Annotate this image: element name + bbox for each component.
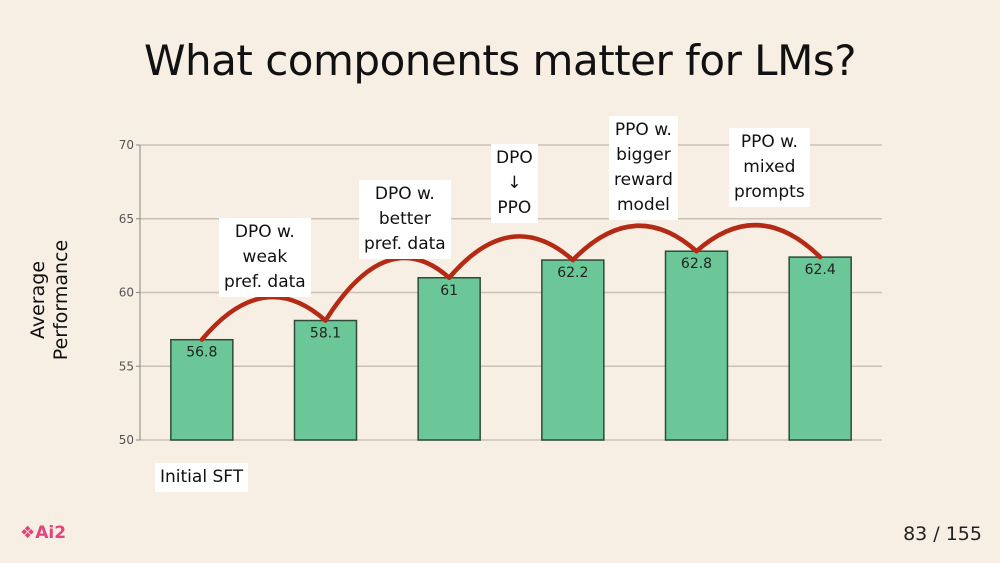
y-axis-label: Average Performance [27,220,73,380]
transition-arrow [694,222,823,260]
callout-dpo-better: DPO w. better pref. data [359,180,451,259]
callout-line: DPO w. [374,184,435,204]
callout-line: bigger [616,145,671,165]
callout-dpo-weak: DPO w. weak pref. data [219,218,311,297]
bar-value-label: 56.8 [186,345,217,361]
callout-line: better [378,209,431,229]
transition-arrow [323,255,452,323]
callout-ppo-bigger-rm: PPO w. bigger reward model [609,116,678,220]
bar [170,338,234,441]
callout-line: ↓ [507,173,522,193]
y-tick-label: 60 [119,286,134,300]
y-tick-label: 55 [119,359,134,373]
y-axis-label-line-2: Performance [50,239,72,361]
bar-value-label: 58.1 [310,326,341,342]
callout-line: reward [614,170,673,190]
callout-line: DPO w. [234,222,295,242]
y-tick-label: 70 [119,138,134,152]
bar-value-label: 62.4 [805,262,836,278]
bar [788,256,852,441]
callout-line: PPO w. [614,120,672,140]
bar [417,277,481,441]
bar [541,259,605,441]
callout-line: pref. data [364,234,446,254]
callout-ppo-mixed-prompts: PPO w. mixed prompts [729,128,810,207]
callout-line: prompts [734,182,805,202]
transition-arrow [570,223,699,263]
page-number: 83 / 155 [903,523,982,545]
bar-value-label: 61 [440,283,458,299]
callout-line: PPO [497,198,532,218]
slide-title: What components matter for LMs? [144,36,857,85]
callout-initial-sft: Initial SFT [155,463,249,492]
callout-line: mixed [743,157,796,177]
y-tick-label: 65 [119,212,134,226]
bar [293,319,358,441]
callout-dpo-to-ppo: DPO ↓ PPO [491,144,538,223]
bar-value-label: 62.8 [681,256,712,272]
callout-line: Initial SFT [160,467,244,487]
callout-line: DPO [496,148,533,168]
y-tick-label: 50 [119,433,134,447]
callout-line: PPO w. [740,132,798,152]
ai2-logo: ❖Ai2 [20,523,67,543]
callout-line: pref. data [224,272,306,292]
y-axis-label-line-1: Average [27,260,49,340]
callout-line: model [616,195,670,215]
bar [664,250,729,441]
transition-arrow [446,234,576,280]
bar-value-label: 62.2 [557,265,588,281]
transition-arrow [199,295,328,342]
callout-line: weak [242,247,288,267]
